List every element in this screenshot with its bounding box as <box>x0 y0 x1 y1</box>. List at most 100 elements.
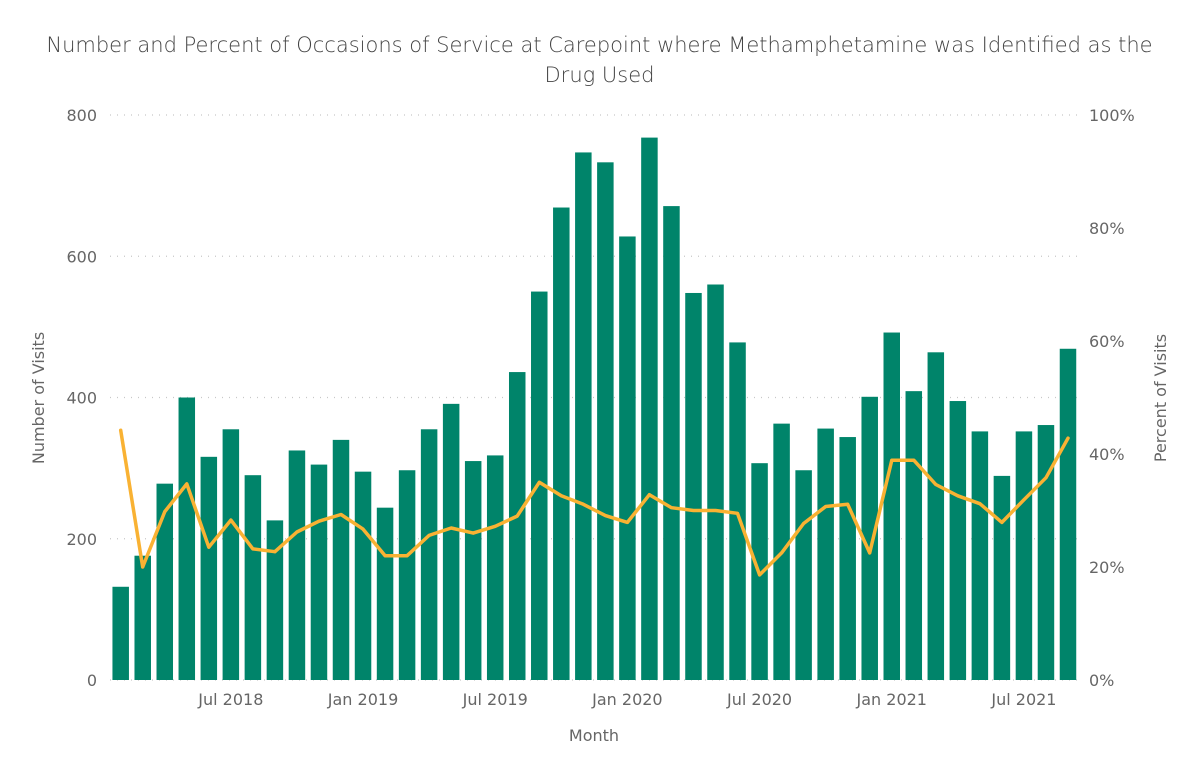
line-point-2020-02[interactable] <box>647 493 651 497</box>
bar-2020-12[interactable] <box>861 396 878 680</box>
bar-2020-01[interactable] <box>619 236 636 680</box>
line-point-2021-03[interactable] <box>934 483 938 487</box>
y2-tick-label: 0% <box>1089 671 1114 690</box>
line-point-2019-03[interactable] <box>405 554 409 558</box>
line-point-2021-01[interactable] <box>890 458 894 462</box>
line-point-2021-08[interactable] <box>1044 476 1048 480</box>
line-point-2020-07[interactable] <box>758 573 762 577</box>
bar-2018-12[interactable] <box>332 439 350 680</box>
bar-2021-03[interactable] <box>927 352 945 680</box>
line-point-2019-11[interactable] <box>581 502 585 506</box>
line-point-2019-09[interactable] <box>537 480 541 484</box>
line-point-2019-02[interactable] <box>383 554 387 558</box>
bar-2020-11[interactable] <box>839 437 856 680</box>
line-point-2021-04[interactable] <box>956 494 960 498</box>
y2-tick-label: 80% <box>1089 219 1125 238</box>
line-point-2020-03[interactable] <box>669 506 673 510</box>
bar-2021-05[interactable] <box>971 431 989 680</box>
bar-2020-02[interactable] <box>641 137 658 681</box>
line-point-2020-01[interactable] <box>625 520 629 524</box>
bar-2019-04[interactable] <box>420 429 438 680</box>
bar-2019-10[interactable] <box>553 207 570 681</box>
bar-2018-02[interactable] <box>112 586 129 680</box>
x-tick-label: Jan 2020 <box>591 690 662 709</box>
line-point-2018-11[interactable] <box>317 519 321 523</box>
x-axis-title: Month <box>569 726 619 745</box>
line-point-2018-06[interactable] <box>207 545 211 549</box>
y2-tick-label: 60% <box>1089 332 1125 351</box>
bar-2021-02[interactable] <box>905 391 923 680</box>
line-point-2018-02[interactable] <box>119 428 123 432</box>
bar-2018-07[interactable] <box>222 429 240 680</box>
bar-2019-02[interactable] <box>376 507 394 680</box>
bar-2020-09[interactable] <box>795 470 812 680</box>
bar-2019-05[interactable] <box>442 403 460 680</box>
bar-2021-01[interactable] <box>883 332 901 680</box>
bar-2018-04[interactable] <box>156 483 174 680</box>
bar-2019-03[interactable] <box>398 470 416 680</box>
bar-2019-12[interactable] <box>597 162 614 681</box>
x-tick-label: Jan 2021 <box>856 690 927 709</box>
bar-2020-03[interactable] <box>663 206 680 680</box>
line-point-2018-05[interactable] <box>185 482 189 486</box>
bar-2020-05[interactable] <box>707 284 724 681</box>
bar-2020-10[interactable] <box>817 428 834 680</box>
line-point-2018-04[interactable] <box>163 510 167 514</box>
bar-2019-09[interactable] <box>531 291 548 680</box>
bar-2019-06[interactable] <box>464 461 482 680</box>
line-point-2018-12[interactable] <box>339 512 343 516</box>
line-point-2018-10[interactable] <box>295 530 299 534</box>
bar-2020-06[interactable] <box>729 342 746 680</box>
line-point-2020-04[interactable] <box>691 509 695 512</box>
bar-series <box>112 137 1077 681</box>
bar-2019-11[interactable] <box>575 152 592 680</box>
line-point-2021-05[interactable] <box>978 502 982 506</box>
line-point-2020-05[interactable] <box>714 509 718 512</box>
bar-2018-09[interactable] <box>266 520 284 680</box>
bar-2019-07[interactable] <box>486 455 504 680</box>
bar-2018-06[interactable] <box>200 456 218 680</box>
bar-2021-08[interactable] <box>1037 425 1055 680</box>
chart-title: Number and Percent of Occasions of Servi… <box>46 33 1153 87</box>
line-point-2020-11[interactable] <box>846 502 850 506</box>
line-point-2021-07[interactable] <box>1022 498 1026 502</box>
line-point-2018-09[interactable] <box>273 550 277 554</box>
line-point-2021-02[interactable] <box>912 458 916 462</box>
bar-2020-04[interactable] <box>685 292 702 680</box>
line-point-2018-03[interactable] <box>141 565 145 569</box>
y2-axis-title: Percent of Visits <box>1151 334 1170 462</box>
bar-2018-10[interactable] <box>288 450 306 680</box>
bar-2018-03[interactable] <box>134 555 151 680</box>
line-point-2020-12[interactable] <box>868 551 872 555</box>
bar-2019-01[interactable] <box>354 471 372 680</box>
line-point-2019-12[interactable] <box>603 514 607 518</box>
line-point-2020-10[interactable] <box>824 505 828 509</box>
percent-line <box>118 428 1070 577</box>
line-point-2021-06[interactable] <box>1000 520 1004 524</box>
line-point-2019-07[interactable] <box>493 524 497 528</box>
bar-2021-06[interactable] <box>993 475 1011 680</box>
line-point-2019-04[interactable] <box>427 533 431 537</box>
line-point-2019-01[interactable] <box>361 527 365 531</box>
bar-2021-09[interactable] <box>1059 348 1077 680</box>
line-point-2018-08[interactable] <box>251 547 255 551</box>
line-point-2019-08[interactable] <box>515 514 519 518</box>
y-tick-label: 400 <box>66 389 97 408</box>
line-point-2020-06[interactable] <box>736 511 740 515</box>
bar-2019-08[interactable] <box>508 372 526 680</box>
line-point-2021-09[interactable] <box>1066 436 1070 440</box>
bar-2018-05[interactable] <box>178 397 196 681</box>
bar-2021-04[interactable] <box>949 401 967 680</box>
bar-2021-07[interactable] <box>1015 431 1033 680</box>
y-tick-label: 200 <box>66 530 97 549</box>
bar-2018-08[interactable] <box>244 475 262 680</box>
line-point-2019-06[interactable] <box>471 531 475 535</box>
bar-2018-11[interactable] <box>310 464 328 680</box>
line-point-2019-10[interactable] <box>559 494 563 498</box>
line-point-2020-09[interactable] <box>802 521 806 525</box>
line-point-2019-05[interactable] <box>449 526 453 530</box>
y2-tick-label: 100% <box>1089 106 1135 125</box>
line-point-2020-08[interactable] <box>780 551 784 555</box>
line-point-2018-07[interactable] <box>229 518 233 522</box>
